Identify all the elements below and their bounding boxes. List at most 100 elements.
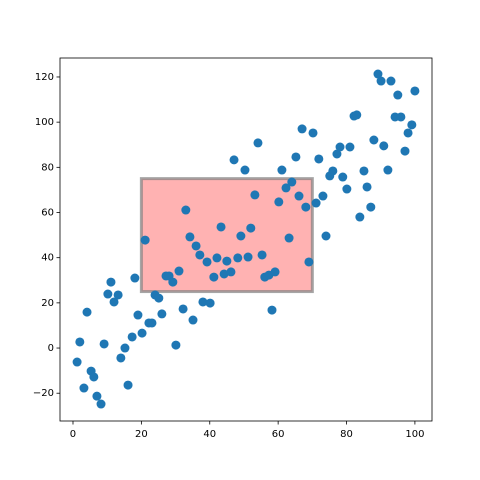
point bbox=[308, 128, 318, 138]
point bbox=[195, 250, 205, 260]
point bbox=[191, 241, 201, 251]
point bbox=[250, 190, 260, 200]
y-tick-label: 0 bbox=[48, 343, 54, 354]
y-tick-label: 100 bbox=[35, 117, 54, 128]
point bbox=[400, 146, 410, 156]
point bbox=[216, 222, 226, 232]
point bbox=[96, 399, 106, 409]
point bbox=[352, 110, 362, 120]
point bbox=[178, 304, 188, 314]
point bbox=[379, 141, 389, 151]
point bbox=[383, 165, 393, 175]
y-tick-label: −20 bbox=[33, 388, 54, 399]
point bbox=[140, 235, 150, 245]
point bbox=[219, 269, 229, 279]
point bbox=[396, 112, 406, 122]
point bbox=[127, 332, 137, 342]
point bbox=[82, 307, 92, 317]
point bbox=[116, 353, 126, 363]
point bbox=[373, 69, 383, 79]
point bbox=[174, 266, 184, 276]
point bbox=[345, 142, 355, 152]
point bbox=[376, 76, 386, 86]
point bbox=[103, 289, 113, 299]
point bbox=[226, 267, 236, 277]
point bbox=[369, 135, 379, 145]
point bbox=[407, 120, 417, 130]
x-tick-label: 80 bbox=[340, 429, 353, 440]
point bbox=[410, 86, 420, 96]
point bbox=[342, 184, 352, 194]
point bbox=[205, 298, 215, 308]
point bbox=[109, 297, 119, 307]
point bbox=[233, 253, 243, 263]
point bbox=[403, 128, 413, 138]
point bbox=[154, 293, 164, 303]
point bbox=[257, 250, 267, 260]
point bbox=[359, 166, 369, 176]
point bbox=[328, 166, 338, 176]
point bbox=[321, 231, 331, 241]
point bbox=[188, 315, 198, 325]
point bbox=[147, 318, 157, 328]
point bbox=[314, 154, 324, 164]
point bbox=[335, 142, 345, 152]
x-tick-label: 100 bbox=[405, 429, 424, 440]
point bbox=[79, 383, 89, 393]
point bbox=[274, 197, 284, 207]
point bbox=[113, 290, 123, 300]
point bbox=[294, 191, 304, 201]
point bbox=[99, 339, 109, 349]
point bbox=[246, 223, 256, 233]
point bbox=[277, 165, 287, 175]
point bbox=[338, 172, 348, 182]
y-tick-label: 40 bbox=[41, 253, 54, 264]
point bbox=[304, 257, 314, 267]
point bbox=[157, 309, 167, 319]
point bbox=[297, 124, 307, 134]
point bbox=[92, 391, 102, 401]
point bbox=[267, 305, 277, 315]
x-tick-label: 0 bbox=[70, 429, 76, 440]
x-tick-label: 60 bbox=[272, 429, 285, 440]
point bbox=[236, 231, 246, 241]
point bbox=[386, 76, 396, 86]
point bbox=[202, 257, 212, 267]
point bbox=[168, 277, 178, 287]
point bbox=[89, 372, 99, 382]
point bbox=[229, 155, 239, 165]
point bbox=[355, 212, 365, 222]
point bbox=[318, 191, 328, 201]
point bbox=[123, 380, 133, 390]
point bbox=[287, 177, 297, 187]
point bbox=[393, 90, 403, 100]
point bbox=[243, 252, 253, 262]
point bbox=[253, 138, 263, 148]
y-tick-label: 120 bbox=[35, 72, 54, 83]
point bbox=[75, 337, 85, 347]
point bbox=[240, 165, 250, 175]
x-tick-label: 40 bbox=[203, 429, 216, 440]
x-tick-label: 20 bbox=[135, 429, 148, 440]
y-tick-label: 60 bbox=[41, 208, 54, 219]
point bbox=[366, 202, 376, 212]
point bbox=[72, 357, 82, 367]
point bbox=[181, 205, 191, 215]
point bbox=[332, 149, 342, 159]
point bbox=[130, 273, 140, 283]
point bbox=[291, 152, 301, 162]
point bbox=[106, 277, 116, 287]
y-tick-label: 80 bbox=[41, 162, 54, 173]
point bbox=[222, 256, 232, 266]
point bbox=[209, 272, 219, 282]
point bbox=[120, 343, 130, 353]
point bbox=[311, 198, 321, 208]
point bbox=[133, 310, 143, 320]
y-tick-label: 20 bbox=[41, 298, 54, 309]
axes-frame bbox=[59, 57, 433, 422]
point bbox=[362, 182, 372, 192]
point bbox=[301, 202, 311, 212]
point bbox=[212, 253, 222, 263]
point bbox=[198, 297, 208, 307]
